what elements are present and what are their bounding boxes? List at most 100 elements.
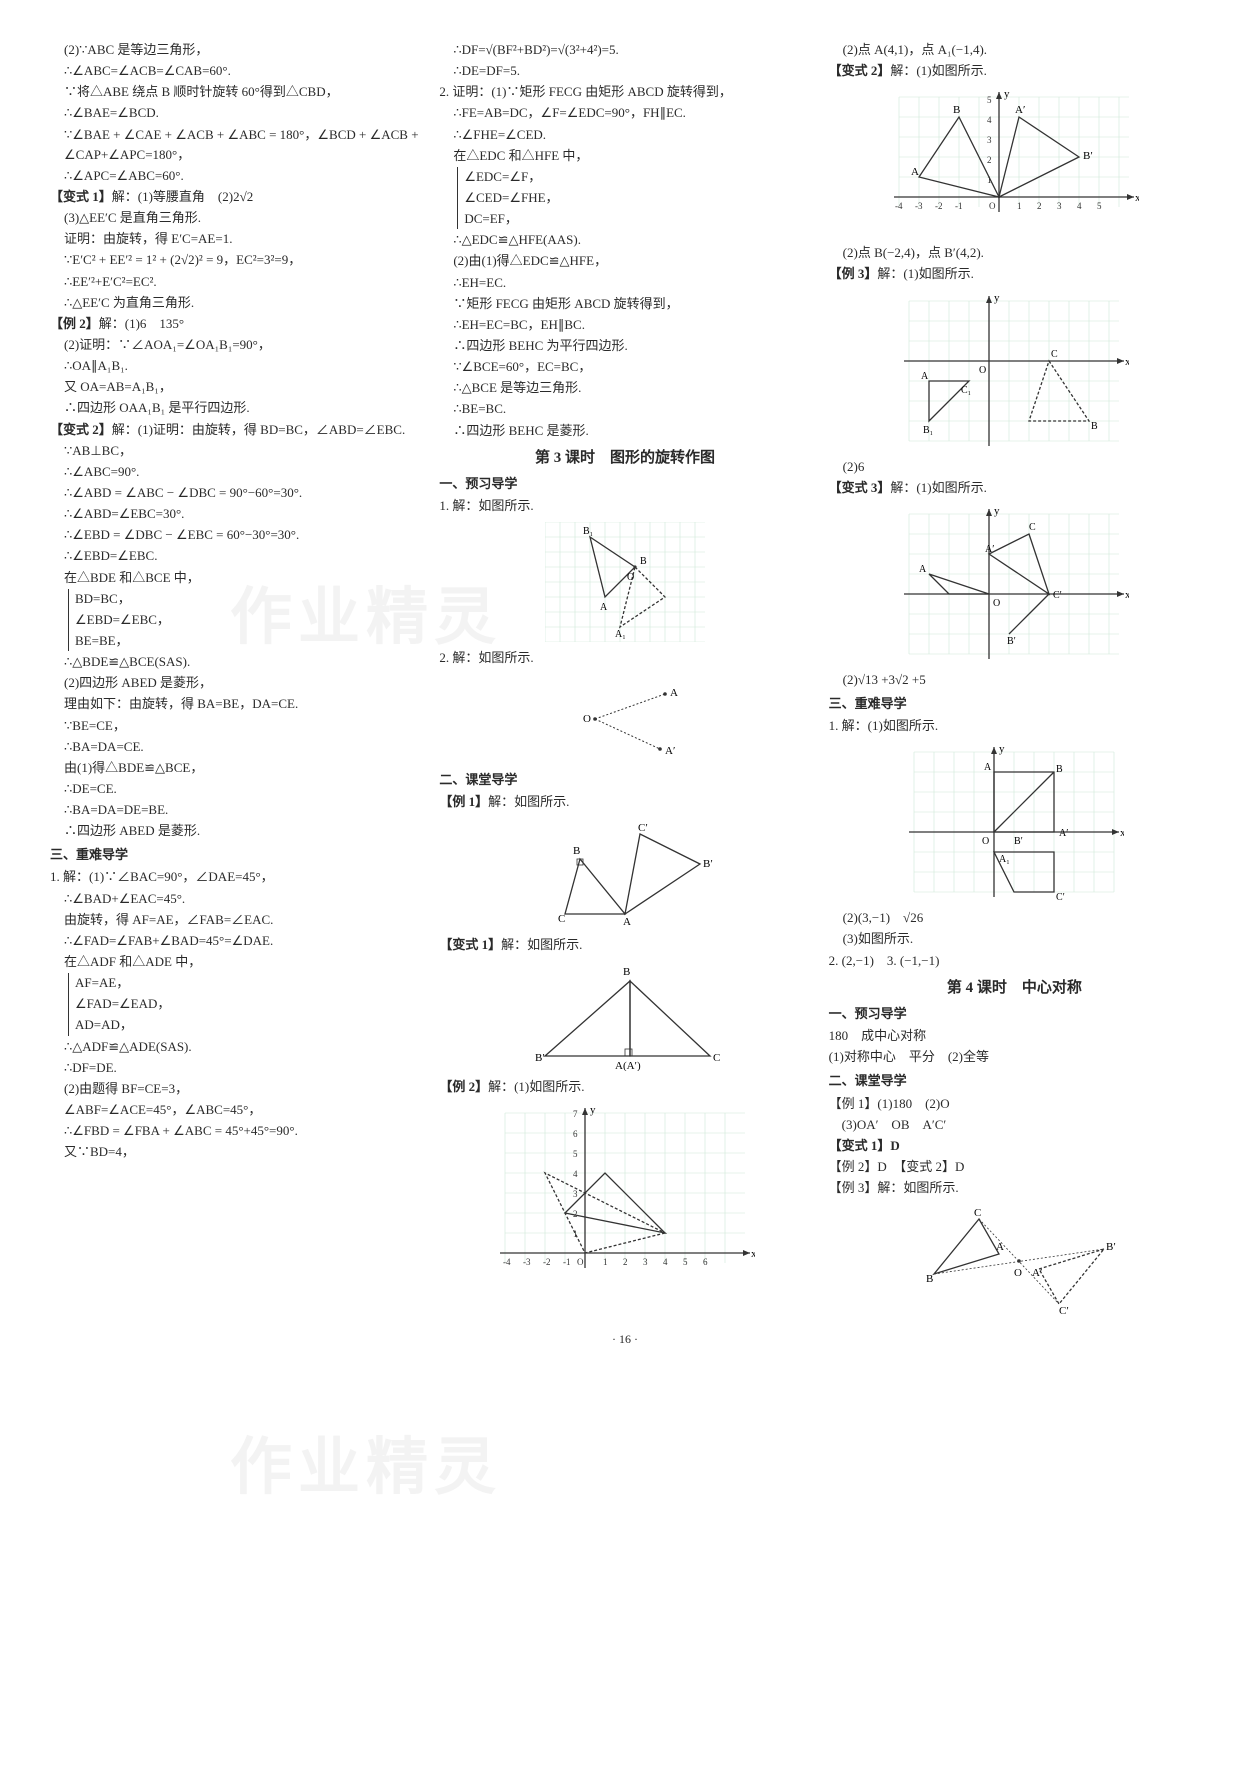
svg-text:A: A [996, 1241, 1004, 1253]
text: ∴BE=BC. [439, 399, 810, 419]
text: (3)如图所示. [829, 929, 1200, 949]
svg-text:-2: -2 [543, 1257, 551, 1267]
heading-ex3: 【例 3】解：(1)如图所示. [829, 264, 1200, 284]
text: ∴BA=DA=CE. [50, 737, 421, 757]
svg-text:-4: -4 [503, 1257, 511, 1267]
svg-text:B′: B′ [703, 858, 713, 870]
svg-text:A(A′): A(A′) [615, 1060, 641, 1071]
svg-text:O: O [583, 713, 591, 725]
svg-text:B: B [1056, 764, 1063, 775]
svg-text:A: A [921, 371, 929, 382]
svg-text:3: 3 [1057, 201, 1062, 211]
svg-text:A: A [600, 602, 608, 613]
text: ∴∠APC=∠ABC=60°. [50, 166, 421, 186]
svg-text:-1: -1 [563, 1257, 571, 1267]
figure-triangle-1: C A B C′ B′ [525, 819, 725, 929]
text: ∴△EDC≌△HFE(AAS). [439, 230, 810, 250]
text: ∴∠ABC=∠ACB=∠CAB=60°. [50, 61, 421, 81]
text: ∴DE=CE. [50, 779, 421, 799]
svg-text:y: y [590, 1104, 596, 1116]
svg-text:2: 2 [987, 155, 992, 165]
heading-ex2: 【例 2】解：(1)如图所示. [439, 1077, 810, 1097]
svg-text:O: O [989, 201, 996, 211]
svg-text:C₁: C₁ [961, 385, 971, 396]
text: 又 OA=AB=A₁B₁， [50, 377, 421, 397]
text: ∴四边形 BEHC 是菱形. [439, 421, 810, 441]
svg-text:A: A [670, 687, 678, 699]
svg-text:A′: A′ [1032, 1267, 1042, 1279]
svg-text:O: O [1014, 1267, 1022, 1279]
lesson-title: 第 4 课时 中心对称 [829, 977, 1200, 1000]
text: ∴四边形 OAA₁B₁ 是平行四边形. [50, 398, 421, 418]
text: ∠CED=∠FHE， [464, 188, 810, 208]
text: (2)点 A(4,1)，点 A₁(−1,4). [829, 40, 1200, 60]
watermark: 作业精灵 [230, 1420, 502, 1516]
svg-text:C′: C′ [638, 822, 648, 834]
svg-text:C′: C′ [1059, 1305, 1069, 1314]
svg-text:O: O [577, 1257, 584, 1267]
figure-central-symmetry: B C A O A′ B′ C′ [904, 1204, 1124, 1314]
svg-text:y: y [999, 743, 1005, 755]
svg-text:O: O [993, 598, 1000, 609]
svg-text:B: B [640, 556, 647, 567]
column-1: (2)∵ABC 是等边三角形， ∴∠ABC=∠ACB=∠CAB=60°. ∵将△… [50, 40, 421, 1320]
figure-grid-bs3: A A′ O C C′ B′ xy [899, 504, 1129, 664]
svg-text:A′: A′ [985, 544, 994, 555]
svg-text:x: x [1125, 356, 1129, 368]
svg-text:x: x [1125, 589, 1129, 601]
svg-text:x: x [751, 1248, 755, 1260]
page-columns: (2)∵ABC 是等边三角形， ∴∠ABC=∠ACB=∠CAB=60°. ∵将△… [50, 40, 1200, 1320]
text: 在△BDE 和△BCE 中， [50, 568, 421, 588]
figure-rotation-points: O A A′ [545, 674, 705, 764]
svg-text:A: A [984, 762, 992, 773]
text: AF=AE， [75, 973, 421, 993]
svg-text:B: B [926, 1273, 933, 1285]
text: ∴∠ABC=90°. [50, 462, 421, 482]
page-number: · 16 · [50, 1330, 1200, 1349]
figure-grid-ex3: A B₁ C₁ O C B xy [899, 291, 1129, 451]
svg-text:6: 6 [573, 1129, 578, 1139]
svg-text:-3: -3 [915, 201, 923, 211]
text: 2. 解：如图所示. [439, 648, 810, 668]
text: 证明：由旋转，得 E′C=AE=1. [50, 229, 421, 249]
svg-text:B′: B′ [1106, 1241, 1116, 1253]
svg-text:A′: A′ [1015, 104, 1025, 116]
text: ∴四边形 ABED 是菱形. [50, 821, 421, 841]
svg-text:-2: -2 [935, 201, 943, 211]
svg-text:1: 1 [1017, 201, 1022, 211]
svg-text:C: C [713, 1052, 720, 1064]
svg-text:5: 5 [683, 1257, 688, 1267]
heading-ex2: 【例 2】解：(1)6 135° [50, 314, 421, 334]
text: ∵E′C² + EE′² = 1² + (2√2)² = 9，EC²=3²=9， [50, 250, 421, 270]
text: ∴∠BAD+∠EAC=45°. [50, 889, 421, 909]
svg-text:B′: B′ [1007, 636, 1016, 647]
heading-bs2: 【变式 2】解：(1)证明：由旋转，得 BD=BC，∠ABD=∠EBC. [50, 420, 421, 440]
svg-text:C: C [1051, 349, 1058, 360]
text: 在△EDC 和△HFE 中， [439, 146, 810, 166]
svg-text:7: 7 [573, 1109, 578, 1119]
column-3: (2)点 A(4,1)，点 A₁(−1,4). 【变式 2】解：(1)如图所示.… [829, 40, 1200, 1320]
svg-text:4: 4 [573, 1169, 578, 1179]
text: (2)6 [829, 457, 1200, 477]
text: ∠FAD=∠EAD， [75, 994, 421, 1014]
text: ∵∠BCE=60°，EC=BC， [439, 357, 810, 377]
text: 2. 证明：(1)∵矩形 FECG 由矩形 ABCD 旋转得到， [439, 82, 810, 102]
text: ∴DF=√(BF²+BD²)=√(3²+4²)=5. [439, 40, 810, 60]
heading-bs1: 【变式 1】解：如图所示. [439, 935, 810, 955]
svg-text:5: 5 [1097, 201, 1102, 211]
section-heading: 二、课堂导学 [829, 1071, 1200, 1091]
text: 1. 解：如图所示. [439, 496, 810, 516]
svg-text:5: 5 [987, 95, 992, 105]
svg-text:B: B [1091, 421, 1098, 432]
text: ∴∠ABD=∠EBC=30°. [50, 504, 421, 524]
text: (3)△EE′C 是直角三角形. [50, 208, 421, 228]
figure-grid-p1: A B O A₁ B′ A′ C′ xy [904, 742, 1124, 902]
svg-text:B₁: B₁ [583, 526, 593, 537]
text: ∴DE=DF=5. [439, 61, 810, 81]
text: ∵将△ABE 绕点 B 顺时针旋转 60°得到△CBD， [50, 82, 421, 102]
text: ∵AB⊥BC， [50, 441, 421, 461]
text: 180 成中心对称 [829, 1026, 1200, 1046]
heading-bs2: 【变式 2】解：(1)如图所示. [829, 61, 1200, 81]
text: ∴△BCE 是等边三角形. [439, 378, 810, 398]
svg-text:3: 3 [573, 1189, 578, 1199]
